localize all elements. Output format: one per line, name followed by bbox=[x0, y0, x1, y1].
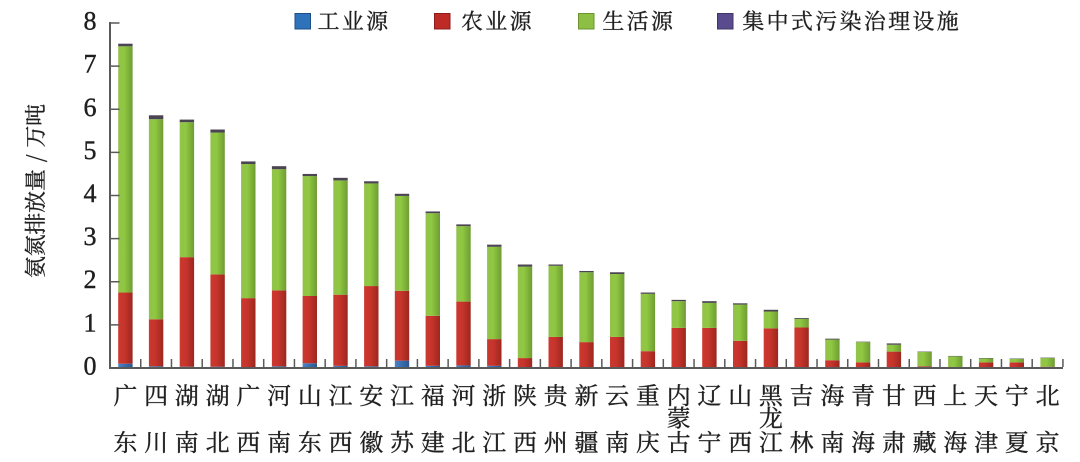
svg-text:1: 1 bbox=[84, 308, 97, 337]
svg-text:8: 8 bbox=[84, 7, 97, 36]
svg-text:0: 0 bbox=[84, 352, 97, 381]
svg-text:6: 6 bbox=[84, 93, 97, 122]
svg-text:5: 5 bbox=[84, 136, 97, 165]
svg-text:2: 2 bbox=[84, 265, 97, 294]
svg-text:4: 4 bbox=[84, 179, 97, 208]
svg-text:3: 3 bbox=[84, 222, 97, 251]
svg-text:7: 7 bbox=[84, 50, 97, 79]
